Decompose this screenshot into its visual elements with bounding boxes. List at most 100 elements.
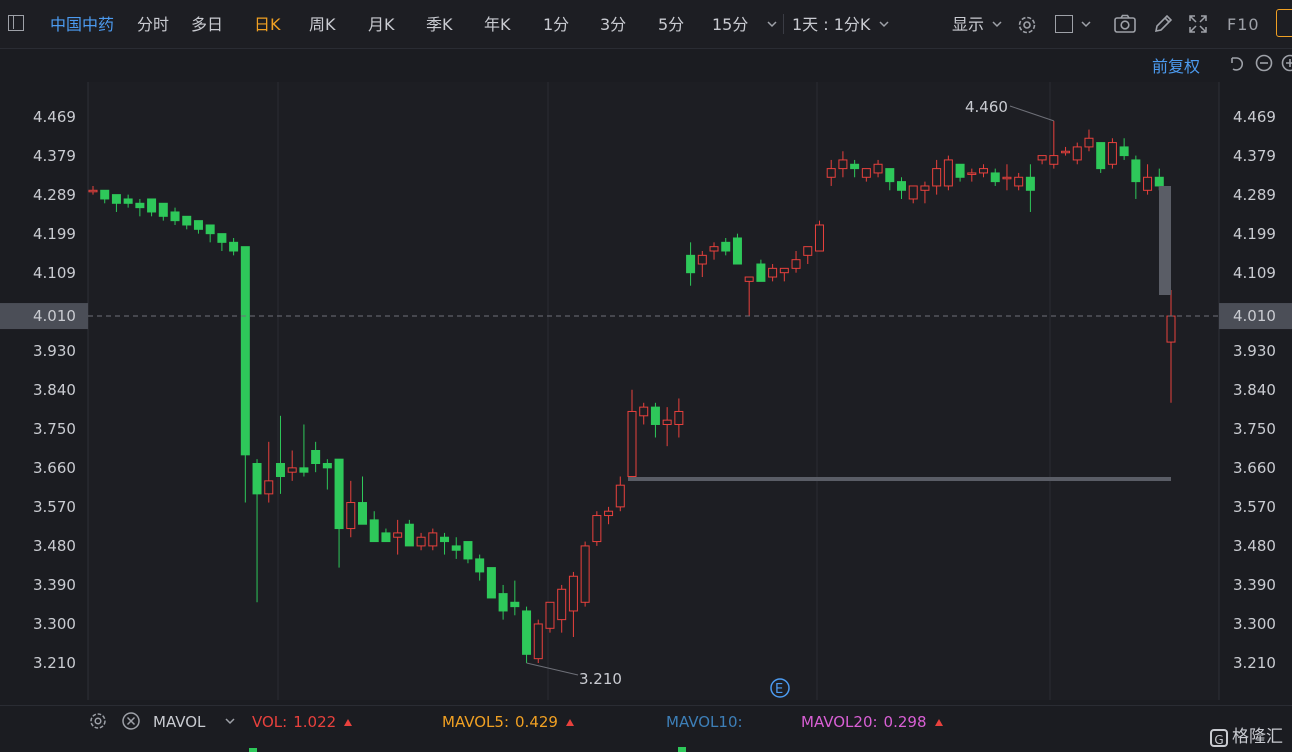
chevron-down-icon[interactable] <box>1080 18 1092 30</box>
gear-icon[interactable] <box>1016 14 1038 36</box>
chevron-down-icon[interactable] <box>766 18 778 30</box>
candle-body <box>1014 176 1024 187</box>
candle-body <box>639 406 649 417</box>
layout-toggle-icon[interactable] <box>8 15 24 31</box>
candle-body <box>709 246 719 252</box>
candle-body <box>510 601 520 608</box>
event-marker-label: E <box>775 682 783 697</box>
candle-body <box>627 410 637 478</box>
candle-body <box>861 168 871 178</box>
tab-period-15min[interactable]: 15分 <box>712 15 749 34</box>
candle-body <box>346 502 356 530</box>
candle-body <box>979 168 989 174</box>
y-tick-label: 4.469 <box>1233 108 1276 126</box>
y-tick-label: 4.289 <box>1233 186 1276 204</box>
candle-body <box>592 515 602 543</box>
candle-body <box>88 189 98 193</box>
undo-icon[interactable] <box>1227 54 1245 72</box>
candle-body <box>732 237 742 265</box>
candle-body <box>768 267 778 278</box>
tab-period-weekly[interactable]: 周K <box>309 15 336 34</box>
tab-period-intraday[interactable]: 分时 <box>137 15 170 34</box>
logo-mark: G <box>1210 729 1228 747</box>
fullscreen-icon[interactable] <box>1187 13 1209 35</box>
candle-body <box>650 406 660 425</box>
candle-body <box>322 463 332 469</box>
y-tick-label: 3.570 <box>33 498 76 516</box>
price-adjust-button[interactable]: 前复权 <box>1152 57 1201 76</box>
candle-body <box>147 198 157 213</box>
vol-value: 1.022 <box>293 713 337 731</box>
candle-body <box>674 410 684 425</box>
candle-body <box>686 254 696 274</box>
zoom-out-icon[interactable] <box>1255 54 1273 72</box>
candle-body <box>1107 142 1117 165</box>
candle-body <box>873 163 883 174</box>
gear-icon[interactable] <box>88 711 108 731</box>
candle-body <box>990 172 1000 183</box>
camera-icon[interactable] <box>1113 13 1137 35</box>
tab-period-monthly[interactable]: 月K <box>368 15 395 34</box>
candle-body <box>475 558 485 573</box>
toolbar-divider <box>783 14 784 34</box>
chevron-down-icon[interactable] <box>991 18 1003 30</box>
candle-body <box>522 610 532 655</box>
candle-body <box>885 168 895 183</box>
up-arrow-icon <box>344 719 353 726</box>
vol-label: VOL: <box>252 713 288 731</box>
square-draw-icon[interactable] <box>1055 15 1073 33</box>
pencil-icon[interactable] <box>1152 13 1174 35</box>
tab-period-3min[interactable]: 3分 <box>600 15 627 34</box>
candle-body <box>1143 176 1153 191</box>
mavol5-value: 0.429 <box>515 713 558 731</box>
f10-button[interactable]: F10 <box>1227 15 1260 34</box>
y-tick-label: 3.300 <box>1233 615 1276 633</box>
plot-area <box>88 82 1219 700</box>
mavol5-label: MAVOL5: <box>442 713 510 731</box>
tab-period-5min[interactable]: 5分 <box>658 15 685 34</box>
candle-body <box>123 198 133 204</box>
candle-body <box>205 224 215 235</box>
candle-body <box>568 575 578 612</box>
tab-period-daily[interactable]: 日K <box>254 15 281 34</box>
tab-period-multi-day[interactable]: 多日 <box>191 15 224 34</box>
candle-body <box>451 545 461 551</box>
candle-body <box>369 519 379 543</box>
chevron-down-icon[interactable] <box>878 18 890 30</box>
chart-grid <box>87 82 1220 700</box>
stock-name[interactable]: 中国中药 <box>50 15 115 34</box>
mavol20-readout: MAVOL20: 0.298 <box>801 713 943 731</box>
candle-body <box>158 202 168 217</box>
max-price-leader <box>1009 105 1054 122</box>
tab-period-quarterly[interactable]: 季K <box>426 15 453 34</box>
current-price-label-left: 4.010 <box>33 307 76 325</box>
candle-body <box>908 185 918 200</box>
indicator-name[interactable]: MAVOL <box>153 713 206 731</box>
y-tick-label: 4.109 <box>1233 264 1276 282</box>
current-price-box-left <box>0 303 88 330</box>
candle-body <box>299 467 309 473</box>
candle-body <box>135 202 145 209</box>
candle-body <box>1072 146 1082 161</box>
y-axis-left: 4.469 4.379 4.289 4.199 4.109 3.930 3.840 3.750… <box>33 108 76 672</box>
tab-period-yearly[interactable]: 年K <box>484 15 511 34</box>
interval-select[interactable]: 1天 : 1分K <box>792 15 871 34</box>
candle-body <box>580 545 590 603</box>
candle-body <box>1084 137 1094 148</box>
candle-body <box>100 189 110 200</box>
candle-body <box>967 172 977 175</box>
close-icon[interactable] <box>121 711 141 731</box>
candle-body <box>182 215 192 226</box>
candle-body <box>252 463 262 495</box>
chevron-down-icon[interactable] <box>224 715 236 727</box>
volume-indicator-bar: MAVOL VOL: 1.022 MAVOL5: 0.429 MAVOL10: MA… <box>0 705 1292 752</box>
up-arrow-icon <box>934 719 943 726</box>
zoom-in-icon[interactable] <box>1281 54 1292 72</box>
candle-body <box>1061 150 1071 154</box>
candle-body <box>1049 155 1059 165</box>
tab-period-1min[interactable]: 1分 <box>543 15 570 34</box>
candle-body <box>803 246 813 256</box>
y-tick-label: 3.930 <box>1233 342 1276 360</box>
display-menu[interactable]: 显示 <box>952 15 985 34</box>
